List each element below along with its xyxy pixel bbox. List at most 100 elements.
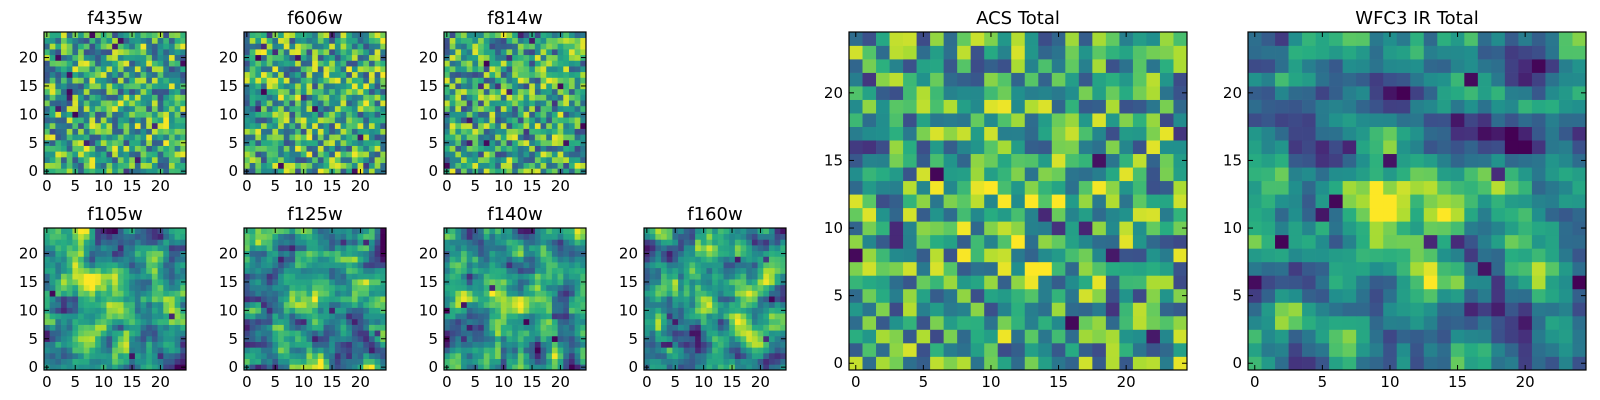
heatmap-cell	[957, 275, 972, 290]
heatmap-cell	[306, 364, 313, 371]
heatmap-cell	[44, 296, 51, 303]
heatmap-cell	[278, 162, 285, 169]
y-tick-label: 15	[219, 273, 238, 291]
heatmap-cell	[278, 100, 285, 107]
heatmap-cell	[483, 273, 490, 280]
heatmap-cell	[700, 313, 707, 320]
heatmap-cell	[374, 88, 381, 95]
heatmap-cell	[374, 341, 381, 348]
heatmap-cell	[483, 228, 490, 235]
heatmap-cell	[323, 134, 330, 141]
heatmap-cell	[876, 261, 890, 276]
heatmap-cell	[100, 117, 107, 124]
heatmap-cell	[546, 256, 553, 263]
heatmap-cell	[83, 83, 90, 90]
heatmap-cell	[500, 233, 507, 240]
heatmap-cell	[512, 117, 519, 124]
heatmap-cell	[117, 168, 124, 175]
heatmap-cell	[374, 71, 381, 78]
heatmap-cell	[334, 335, 341, 342]
heatmap-cell	[644, 296, 651, 303]
heatmap-cell	[768, 290, 775, 297]
heatmap-cell	[512, 66, 519, 73]
heatmap-cell	[323, 60, 330, 67]
heatmap-cell	[368, 284, 375, 291]
heatmap-cell	[66, 168, 73, 175]
heatmap-cell	[95, 37, 102, 44]
heatmap-cell	[351, 105, 358, 112]
heatmap-cell	[180, 256, 187, 263]
heatmap-cell	[500, 279, 507, 286]
heatmap-cell	[374, 330, 381, 337]
heatmap-cell	[1173, 342, 1188, 357]
heatmap-cell	[357, 233, 364, 240]
heatmap-cell	[495, 111, 502, 118]
heatmap-cell	[78, 122, 85, 129]
heatmap-cell	[449, 239, 456, 246]
heatmap-cell	[751, 330, 758, 337]
heatmap-cell	[729, 284, 736, 291]
heatmap-cell	[970, 288, 985, 303]
heatmap-cell	[306, 262, 313, 269]
heatmap-cell	[95, 105, 102, 112]
heatmap-cell	[278, 151, 285, 158]
heatmap-cell	[129, 341, 136, 348]
heatmap-cell	[478, 301, 485, 308]
heatmap-cell	[500, 88, 507, 95]
heatmap-cell	[568, 88, 575, 95]
heatmap-cell	[1105, 248, 1120, 263]
heatmap-cell	[261, 111, 268, 118]
heatmap-cell	[489, 301, 496, 308]
heatmap-cell	[140, 37, 147, 44]
heatmap-cell	[712, 296, 719, 303]
heatmap-cell	[563, 267, 570, 274]
heatmap-cell	[157, 245, 164, 252]
heatmap-cell	[140, 49, 147, 56]
heatmap-cell	[557, 245, 564, 252]
heatmap-cell	[83, 358, 90, 365]
heatmap-cell	[512, 139, 519, 146]
heatmap-cell	[123, 228, 130, 235]
heatmap-cell	[540, 324, 547, 331]
heatmap-cell	[95, 228, 102, 235]
heatmap-cell	[380, 313, 387, 320]
heatmap-cell	[529, 358, 536, 365]
heatmap-cell	[295, 267, 302, 274]
heatmap-cell	[266, 128, 273, 135]
heatmap-cell	[312, 262, 319, 269]
heatmap-cell	[95, 32, 102, 39]
heatmap-cell	[580, 145, 587, 152]
heatmap-cell	[495, 290, 502, 297]
heatmap-cell	[751, 233, 758, 240]
heatmap-cell	[568, 296, 575, 303]
heatmap-cell	[117, 273, 124, 280]
heatmap-cell	[266, 105, 273, 112]
heatmap-cell	[546, 273, 553, 280]
heatmap-cell	[249, 256, 256, 263]
heatmap-cell	[351, 228, 358, 235]
heatmap-cell	[244, 301, 251, 308]
heatmap-cell	[523, 239, 530, 246]
heatmap-cell	[255, 301, 262, 308]
heatmap-cell	[249, 77, 256, 84]
heatmap-cell	[523, 162, 530, 169]
heatmap-cell	[512, 83, 519, 90]
heatmap-cell	[66, 358, 73, 365]
heatmap-cell	[346, 341, 353, 348]
heatmap-cell	[66, 94, 73, 101]
heatmap-cell	[83, 37, 90, 44]
heatmap-cell	[374, 279, 381, 286]
heatmap-cell	[317, 156, 324, 163]
heatmap-cell	[706, 233, 713, 240]
heatmap-cell	[289, 32, 296, 39]
heatmap-cell	[763, 341, 770, 348]
heatmap-cell	[106, 94, 113, 101]
heatmap-cell	[112, 262, 119, 269]
heatmap-cell	[61, 307, 68, 314]
heatmap-cell	[706, 330, 713, 337]
heatmap-cell	[563, 168, 570, 175]
heatmap-cell	[106, 290, 113, 297]
heatmap-cell	[89, 43, 96, 50]
heatmap-cell	[157, 43, 164, 50]
